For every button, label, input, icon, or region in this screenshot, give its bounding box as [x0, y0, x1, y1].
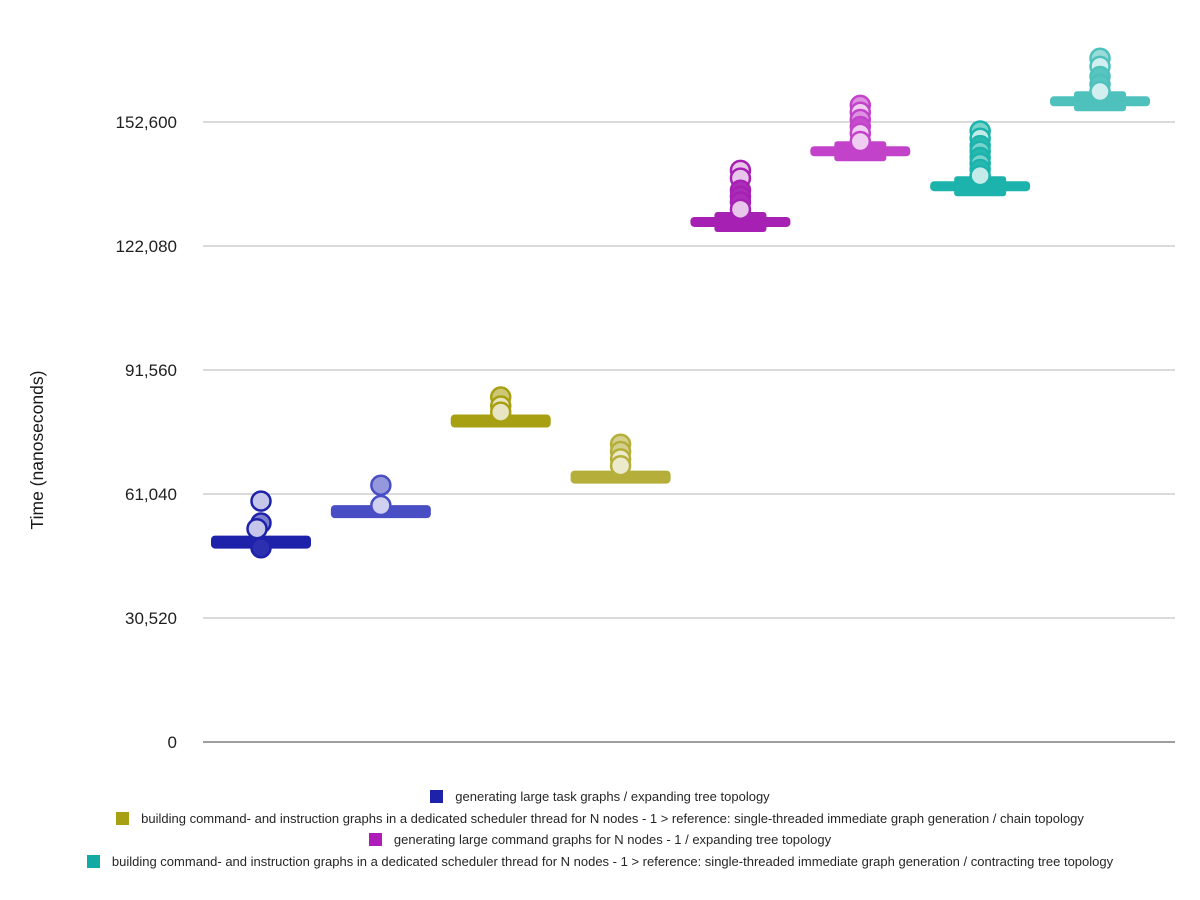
cluster-series-3	[1050, 47, 1151, 112]
y-axis-title: Time (nanoseconds)	[27, 371, 47, 530]
cluster-series-2	[810, 94, 911, 162]
y-tick-label: 152,600	[116, 113, 177, 132]
data-point[interactable]	[609, 454, 632, 477]
cluster-series-1	[570, 433, 671, 484]
data-point[interactable]	[849, 130, 872, 153]
y-tick-label: 91,560	[125, 361, 177, 380]
cluster-series-0	[330, 474, 431, 519]
data-point[interactable]	[370, 474, 392, 496]
data-point[interactable]	[729, 198, 752, 221]
legend-swatch	[430, 790, 444, 804]
legend-item-0[interactable]: generating large task graphs / expanding…	[430, 786, 770, 808]
data-point[interactable]	[370, 494, 392, 517]
cluster-series-3	[930, 120, 1031, 197]
y-tick-label: 122,080	[116, 237, 177, 256]
data-clusters	[211, 47, 1151, 559]
data-point[interactable]	[250, 537, 272, 559]
data-point[interactable]	[246, 517, 268, 540]
legend-label: building command- and instruction graphs…	[111, 853, 1114, 869]
legend-item-3[interactable]: building command- and instruction graphs…	[86, 851, 1114, 873]
data-point[interactable]	[489, 401, 512, 423]
cluster-series-1	[450, 386, 551, 428]
legend-swatch	[86, 854, 100, 868]
data-point[interactable]	[1089, 80, 1111, 103]
range-bar[interactable]	[570, 470, 671, 484]
cluster-series-2	[690, 159, 791, 232]
chart-legend: generating large task graphs / expanding…	[0, 786, 1200, 872]
legend-label: generating large task graphs / expanding…	[455, 789, 770, 805]
y-tick-label: 61,040	[125, 485, 177, 504]
y-tick-label: 30,520	[125, 609, 177, 628]
data-point[interactable]	[250, 490, 272, 512]
legend-item-1[interactable]: building command- and instruction graphs…	[116, 808, 1084, 830]
y-tick-label: 0	[168, 733, 177, 752]
legend-label: building command- and instruction graphs…	[141, 810, 1084, 826]
gridlines	[203, 121, 1175, 743]
data-point[interactable]	[969, 164, 991, 187]
legend-swatch	[116, 811, 130, 825]
cluster-series-0	[211, 490, 311, 559]
legend-item-2[interactable]: generating large command graphs for N no…	[368, 829, 832, 851]
plot-area: 0 30,520 61,040 91,560 122,080 152,600 Time (…	[27, 47, 1175, 752]
legend-swatch	[368, 833, 382, 847]
y-axis-tick-labels: 0 30,520 61,040 91,560 122,080 152,600	[116, 113, 177, 752]
legend-label: generating large command graphs for N no…	[393, 832, 832, 848]
center-box[interactable]	[714, 211, 767, 232]
